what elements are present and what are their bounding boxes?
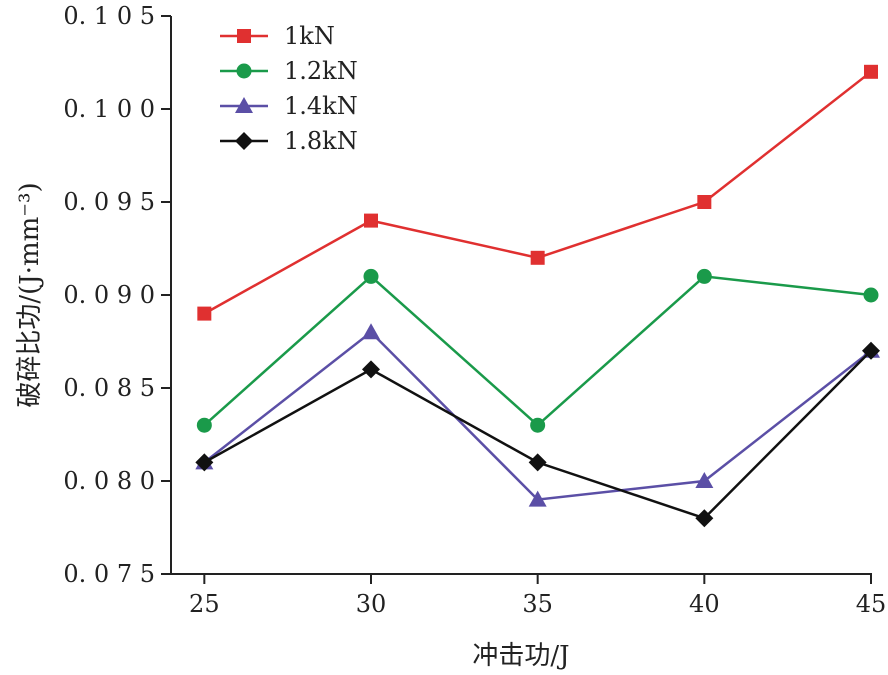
data-point [530, 417, 546, 433]
legend: 1kN 1.2kN 1.4kN 1.8kN [220, 22, 358, 155]
x-tick-label: 40 [689, 590, 720, 618]
y-tick-label: 0. 0 8 0 [63, 467, 155, 495]
series-layer [195, 64, 880, 528]
x-axis-title: 冲击功/J [472, 641, 569, 671]
y-axis-title: 破碎比功/(J·mm⁻³) [15, 182, 45, 407]
data-point [196, 417, 212, 433]
x-tick-label: 25 [189, 590, 220, 618]
legend-entry: 1.8kN [220, 127, 358, 155]
data-point [362, 323, 380, 340]
x-tick-label: 30 [356, 590, 387, 618]
series-1 [196, 268, 879, 433]
data-point [362, 360, 380, 379]
legend-label: 1.4kN [284, 92, 358, 120]
legend-label: 1.2kN [284, 57, 358, 85]
data-point [530, 250, 545, 265]
data-point [364, 213, 378, 228]
y-tick-label: 0. 0 7 5 [63, 560, 155, 588]
legend-entry: 1.2kN [220, 57, 358, 85]
y-axis-ticks: 0. 0 7 5 0. 0 8 0 0. 0 8 5 0. 0 9 0 0. 0 9 5… [63, 2, 171, 588]
series-0 [197, 64, 878, 321]
y-tick-label: 0. 0 9 0 [63, 281, 155, 309]
data-point [363, 268, 379, 284]
legend-label: 1.8kN [284, 127, 358, 155]
data-point [862, 341, 880, 360]
legend-entry: 1.4kN [220, 92, 358, 120]
data-point [195, 453, 214, 472]
legend-entry: 1kN [220, 22, 335, 50]
legend-marker [237, 29, 251, 43]
y-tick-label: 0. 1 0 5 [63, 2, 155, 30]
legend-marker [235, 132, 253, 150]
legend-marker [235, 97, 253, 113]
legend-marker [236, 63, 252, 79]
series-line [203, 274, 872, 427]
data-point [695, 509, 714, 528]
data-point [695, 472, 714, 488]
y-tick-label: 0. 0 9 5 [63, 188, 155, 216]
legend-label: 1kN [284, 22, 335, 50]
x-tick-label: 45 [856, 590, 887, 618]
plot-area [170, 16, 872, 575]
series-3 [195, 341, 880, 528]
x-axis-ticks: 25 30 35 40 45 [189, 574, 886, 618]
data-point [864, 64, 878, 79]
data-point [696, 268, 712, 284]
series-line [203, 330, 872, 501]
series-2 [195, 323, 880, 507]
y-tick-label: 0. 0 8 5 [63, 374, 155, 402]
y-tick-label: 0. 1 0 0 [63, 95, 155, 123]
data-point [528, 490, 547, 507]
data-point [697, 195, 712, 209]
data-point [197, 306, 212, 321]
x-tick-label: 35 [522, 590, 553, 618]
data-point [863, 287, 879, 303]
data-point [528, 453, 547, 472]
